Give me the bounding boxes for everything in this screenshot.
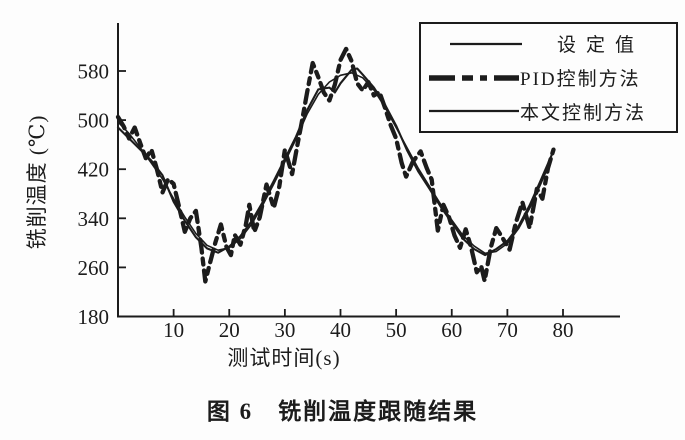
pid-dashed-line-sample-icon	[429, 74, 519, 81]
legend-item-pid: PID控制方法	[427, 61, 672, 95]
legend-label-proposed: 本文控制方法	[520, 102, 647, 124]
x-tick-label: 40	[330, 318, 351, 342]
y-tick-label: 580	[78, 60, 110, 84]
x-tick-label: 10	[163, 318, 184, 342]
figure-caption: 图 6 铣削温度跟随结果	[206, 399, 479, 424]
series-2	[116, 67, 553, 257]
y-tick-label: 500	[78, 109, 110, 133]
legend-item-proposed: 本文控制方法	[427, 94, 672, 128]
setpoint-line-sample-icon	[450, 42, 522, 45]
x-tick-label: 20	[219, 318, 240, 342]
y-axis-label: 铣削温度 (℃)	[25, 114, 49, 250]
series-1	[115, 46, 556, 284]
y-tick-label: 260	[78, 256, 110, 280]
legend-label-pid: PID控制方法	[520, 69, 641, 90]
legend: 设定值 PID控制方法 本文控制方法	[419, 22, 678, 133]
x-tick-label: 60	[441, 318, 462, 342]
proposed-line-sample-icon	[429, 110, 519, 113]
legend-label-setpoint: 设定值	[557, 35, 645, 57]
x-tick-label: 80	[553, 318, 574, 342]
x-tick-label: 50	[386, 318, 407, 342]
x-axis-label: 测试时间(s)	[227, 346, 341, 370]
y-tick-label: 420	[78, 158, 110, 182]
y-tick-label: 340	[78, 207, 110, 231]
legend-item-setpoint: 设定值	[427, 27, 672, 61]
x-tick-label: 30	[274, 318, 295, 342]
y-tick-label: 180	[78, 305, 110, 329]
x-tick-label: 70	[497, 318, 518, 342]
